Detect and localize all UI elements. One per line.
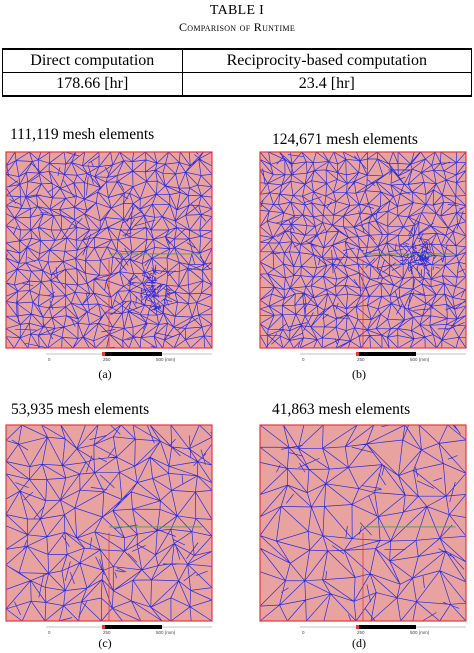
mesh-figure: 0 250 500 (mm) [5, 151, 213, 362]
mesh-edges [5, 424, 213, 622]
table-row: 178.66 [hr] 23.4 [hr] [2, 72, 473, 97]
scale-bar-segment [102, 625, 162, 629]
scale-bar: 0 250 500 (mm) [46, 352, 212, 362]
scale-bar: 0 250 500 (mm) [300, 625, 466, 635]
scale-bar-segment [102, 352, 162, 356]
header-reciprocity: Reciprocity-based computation [181, 48, 473, 73]
table-title: TABLE I [209, 3, 265, 18]
scale-bar-label: 500 (mm) [410, 357, 430, 362]
panel-d-label: (d) [352, 636, 366, 650]
value-direct: 178.66 [hr] [2, 72, 183, 97]
scale-bar-label: 250 [357, 357, 365, 362]
panel-a-label: (a) [98, 367, 112, 381]
scale-bar-label: 0 [48, 630, 51, 635]
scale-bar-label: 0 [302, 630, 305, 635]
scale-bar-label: 0 [48, 357, 51, 362]
scale-bar-segment [356, 352, 416, 356]
scale-bar-label: 250 [103, 357, 111, 362]
scale-bar-segment [356, 625, 416, 629]
runtime-table: Direct computation Reciprocity-based com… [2, 48, 473, 97]
panel-b-mesh: 0 250 500 (mm) [258, 150, 470, 364]
panel-c-mesh: 0 250 500 (mm) [4, 423, 216, 637]
mesh-figure: 0 250 500 (mm) [5, 424, 213, 635]
panel-d-mesh: 0 250 500 (mm) [258, 423, 470, 637]
scale-bar-label: 500 (mm) [410, 630, 430, 635]
mesh-lines [5, 424, 213, 622]
scale-bar-origin [356, 352, 359, 356]
scale-bar-label: 500 (mm) [156, 357, 176, 362]
panel-c-label: (c) [98, 636, 112, 650]
header-direct: Direct computation [2, 48, 183, 73]
scale-bar-origin [356, 625, 359, 629]
scale-bar-label: 0 [302, 357, 305, 362]
scale-bar: 0 250 500 (mm) [46, 625, 212, 635]
scale-bar: 0 250 500 (mm) [300, 352, 466, 362]
scale-bar-origin [102, 625, 105, 629]
mesh-figure: 0 250 500 (mm) [259, 424, 467, 635]
table-caption: Comparison of Runtime [178, 20, 296, 34]
panel-a-mesh: 0 250 500 (mm) [4, 150, 216, 364]
panel-b-title: 124,671 mesh elements [272, 131, 418, 148]
panel-b-label: (b) [352, 367, 366, 381]
scale-bar-label: 250 [357, 630, 365, 635]
scale-bar-label: 500 (mm) [156, 630, 176, 635]
panel-a-title: 111,119 mesh elements [10, 126, 155, 143]
mesh-figure: 0 250 500 (mm) [259, 151, 467, 362]
mesh-lines [259, 151, 467, 349]
panel-c-title: 53,935 mesh elements [11, 401, 150, 418]
mesh-edges [259, 151, 467, 349]
table-header-row: Direct computation Reciprocity-based com… [2, 48, 473, 73]
scale-bar-origin [102, 352, 105, 356]
scale-bar-label: 250 [103, 630, 111, 635]
value-reciprocity: 23.4 [hr] [181, 72, 473, 97]
panel-d-title: 41,863 mesh elements [272, 401, 411, 418]
